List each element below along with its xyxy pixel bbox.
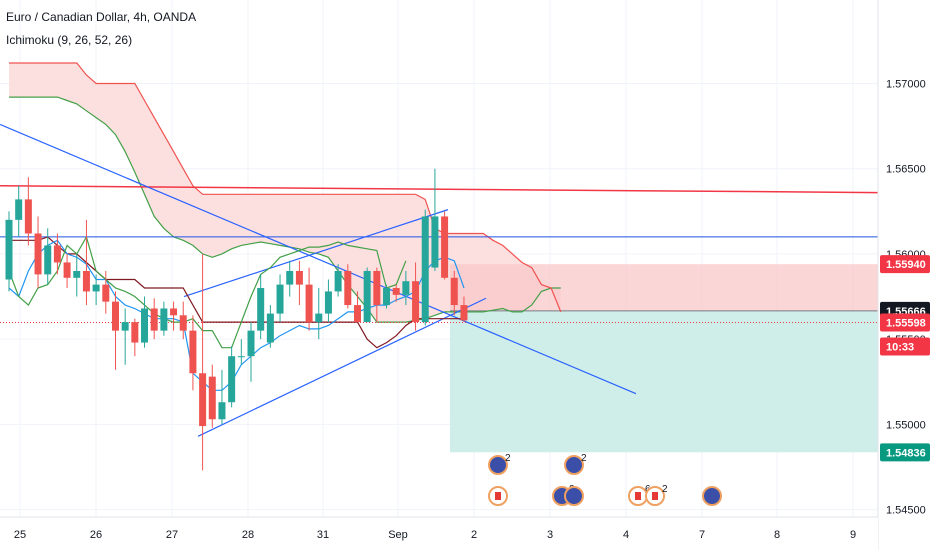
price-label-text: 10:33: [886, 341, 914, 353]
candle-body: [170, 308, 178, 316]
candle-body: [383, 288, 391, 306]
candle-body: [73, 270, 81, 278]
candle-body: [431, 216, 439, 268]
candle-body: [295, 270, 303, 285]
candle-body: [276, 284, 284, 314]
candle-body: [450, 277, 458, 306]
candle-body: [102, 284, 110, 302]
take-profit-zone: [450, 310, 878, 453]
price-label-text: 1.54836: [886, 447, 926, 459]
candle-body: [353, 305, 361, 323]
candle-body: [179, 315, 187, 331]
candle-body: [441, 216, 449, 278]
candle-body: [5, 219, 13, 280]
price-tick-label: 1.56500: [886, 164, 926, 176]
price-label-tag: [880, 255, 930, 274]
ichimoku-chikou-line: [8, 235, 407, 349]
candle-body: [189, 330, 197, 374]
time-tick-label: Sep: [388, 529, 408, 541]
candle-body: [373, 270, 381, 306]
candle-body: [363, 270, 371, 323]
time-tick-label: 25: [14, 529, 26, 541]
event-count-label: 2: [662, 484, 668, 495]
candle-body: [150, 308, 158, 331]
price-label-text: 1.55598: [886, 317, 926, 329]
ichimoku-span-b: [9, 62, 562, 313]
channel-upper-line: [183, 209, 449, 298]
time-tick-label: 28: [242, 529, 254, 541]
time-tick-label: 9: [850, 529, 856, 541]
candle-body: [266, 313, 274, 343]
candle-body: [402, 281, 410, 295]
economic-event-icon: [488, 455, 508, 475]
price-tick-label: 1.57000: [886, 78, 926, 90]
candle-body: [121, 322, 129, 331]
candle-body: [44, 245, 52, 275]
descending-trendline: [0, 123, 637, 395]
time-tick-label: 3: [547, 529, 553, 541]
candle-body: [53, 245, 61, 263]
candle-body: [92, 284, 100, 292]
indicator-legend[interactable]: Ichimoku (9, 26, 52, 26): [6, 33, 133, 47]
candle-body: [392, 288, 400, 295]
price-tick-label: 1.55000: [886, 419, 926, 431]
time-tick-label: 7: [699, 529, 705, 541]
candle-body: [63, 262, 71, 278]
resistance-line: [0, 185, 879, 194]
time-axis: [0, 517, 878, 550]
candle-body: [111, 301, 119, 331]
symbol-title: Euro / Canadian Dollar, 4h, OANDA: [6, 10, 197, 24]
time-tick-label: 4: [623, 529, 629, 541]
candle-body: [218, 402, 226, 420]
candle-body: [160, 308, 168, 331]
candle-body: [334, 270, 342, 292]
time-tick-label: 8: [774, 529, 780, 541]
candle-body: [24, 199, 32, 234]
candle-body: [421, 216, 429, 323]
candle-body: [141, 308, 149, 343]
candle-body: [286, 270, 294, 285]
channel-lower-line: [197, 297, 487, 437]
candle-body: [131, 322, 139, 343]
canada-flag-icon: [495, 492, 501, 500]
candle-body: [412, 281, 420, 323]
candle-body: [257, 288, 265, 331]
economic-event-icon: [702, 486, 722, 506]
candle-body: [15, 199, 23, 220]
candle-body: [82, 270, 90, 292]
candle-body: [344, 270, 352, 306]
candle-body: [199, 373, 207, 427]
price-label-tag: [880, 313, 930, 332]
event-count-label: 2: [581, 453, 587, 464]
canada-flag-icon: [635, 492, 641, 500]
candle-body: [315, 313, 323, 323]
candle-body: [305, 284, 313, 323]
candle-body: [228, 356, 236, 403]
event-count-label: 2: [505, 453, 511, 464]
time-tick-label: 31: [317, 529, 329, 541]
time-tick-label: 26: [90, 529, 102, 541]
candle-body: [34, 233, 42, 275]
candle-body: [237, 356, 245, 358]
stop-loss-zone: [450, 264, 878, 311]
price-tick-label: 1.54500: [886, 505, 926, 517]
time-tick-label: 2: [471, 529, 477, 541]
candle-body: [460, 305, 468, 321]
price-label-tag: [880, 443, 930, 462]
price-label-tag: [880, 337, 930, 356]
candle-body: [247, 330, 255, 357]
price-label-text: 1.55940: [886, 259, 926, 271]
candle-body: [208, 376, 216, 420]
economic-event-icon: [564, 486, 584, 506]
economic-event-icon: [564, 455, 584, 475]
ichimoku-kijun-line: [9, 236, 464, 349]
canada-flag-icon: [652, 492, 658, 500]
ichimoku-span-a: [9, 96, 561, 323]
candle-body: [324, 291, 332, 314]
time-tick-label: 27: [166, 529, 178, 541]
